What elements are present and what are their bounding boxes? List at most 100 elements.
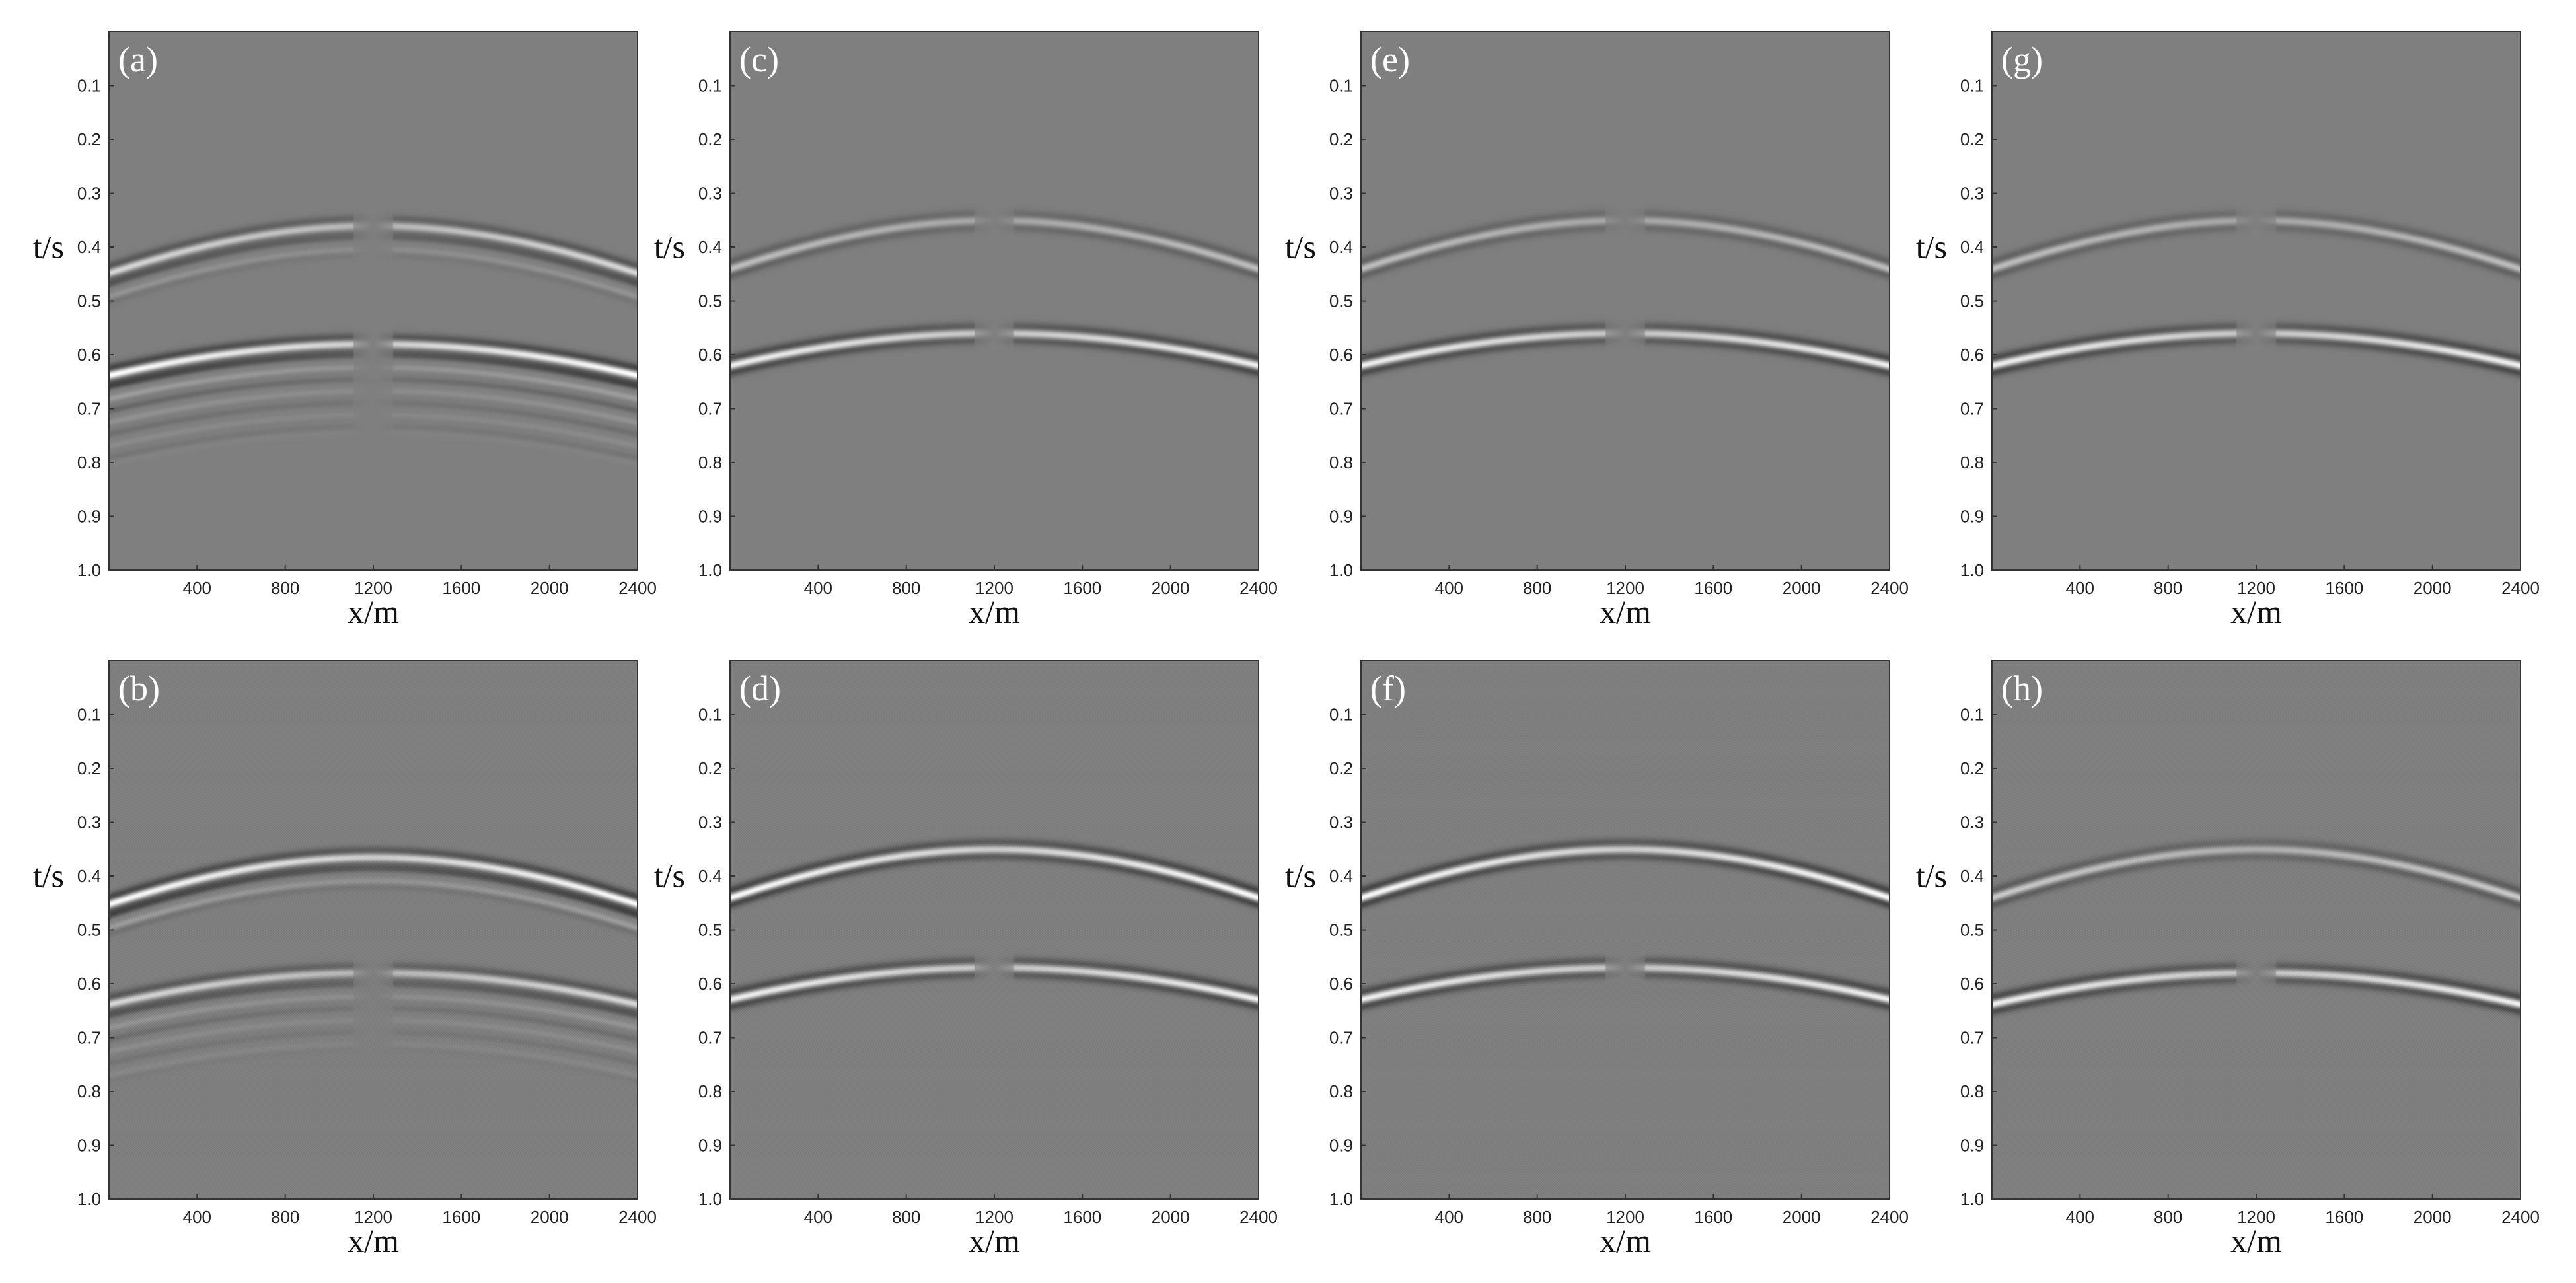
y-tick-label: 0.7 <box>698 399 722 419</box>
seismic-section-image <box>1992 32 2521 570</box>
y-tick-label: 0.4 <box>77 237 101 257</box>
x-tick-label: 1600 <box>1063 1207 1101 1227</box>
y-tick-label: 0.9 <box>77 507 101 527</box>
panel-letter: (e) <box>1370 40 1410 79</box>
y-tick-label: 0.3 <box>698 184 722 203</box>
y-tick-label: 0.5 <box>698 920 722 940</box>
panel-letter: (f) <box>1370 669 1406 708</box>
x-axis-label: x/m <box>2230 1222 2282 1259</box>
y-tick-label: 0.8 <box>1960 1081 1984 1101</box>
y-tick-label: 0.6 <box>698 345 722 365</box>
panel-d: 0.1 0.2 0.3 0.4 0.5 0.6 0.7 0.8 0.9 1.0 400 800 1200… <box>654 660 1278 1259</box>
y-tick-label: 0.6 <box>1960 345 1984 365</box>
y-tick-label: 0.1 <box>698 76 722 96</box>
x-tick-label: 1600 <box>442 1207 480 1227</box>
y-tick-label: 0.8 <box>1329 1081 1353 1101</box>
x-tick-label: 1200 <box>2237 578 2275 598</box>
y-tick-label: 0.7 <box>698 1028 722 1048</box>
x-tick-label: 2000 <box>2413 578 2452 598</box>
x-tick-label: 2000 <box>531 1207 569 1227</box>
y-tick-label: 0.9 <box>1329 1136 1353 1155</box>
x-tick-label: 1600 <box>1694 1207 1732 1227</box>
y-tick-label: 0.5 <box>1329 291 1353 311</box>
panel-letter: (a) <box>118 40 158 79</box>
x-tick-label: 1200 <box>975 1207 1013 1227</box>
x-tick-label: 1600 <box>442 578 480 598</box>
x-tick-label: 800 <box>271 1207 299 1227</box>
y-tick-label: 0.5 <box>1329 920 1353 940</box>
y-tick-label: 0.9 <box>1329 507 1353 527</box>
y-tick-label: 1.0 <box>1960 1189 1984 1209</box>
seismic-section-image <box>730 661 1259 1199</box>
y-tick-label: 0.9 <box>1960 1136 1984 1155</box>
x-tick-label: 800 <box>2154 1207 2182 1227</box>
y-tick-label: 0.1 <box>77 705 101 725</box>
x-tick-label: 400 <box>183 1207 211 1227</box>
y-tick-label: 0.5 <box>77 291 101 311</box>
y-tick-label: 0.4 <box>77 866 101 886</box>
y-tick-label: 1.0 <box>77 1189 101 1209</box>
seismic-section-image <box>1361 32 1890 570</box>
y-tick-label: 0.3 <box>77 184 101 203</box>
y-axis-label: t/s <box>1916 857 1947 894</box>
seismic-section-image <box>730 32 1259 570</box>
y-tick-label: 0.2 <box>1960 758 1984 778</box>
y-tick-label: 0.5 <box>698 291 722 311</box>
x-axis-label: x/m <box>2230 593 2282 630</box>
y-tick-label: 0.7 <box>1329 399 1353 419</box>
y-tick-label: 0.3 <box>1329 184 1353 203</box>
x-tick-label: 2000 <box>1783 1207 1821 1227</box>
y-tick-label: 0.9 <box>77 1136 101 1155</box>
x-tick-label: 800 <box>271 578 299 598</box>
panel-e: 0.1 0.2 0.3 0.4 0.5 0.6 0.7 0.8 0.9 1.0 400 800 1200… <box>1285 31 1909 630</box>
y-tick-label: 0.2 <box>698 129 722 149</box>
y-tick-label: 0.6 <box>77 345 101 365</box>
y-axis-label: t/s <box>654 857 685 894</box>
panel-letter: (b) <box>118 669 160 708</box>
x-tick-label: 1600 <box>2325 1207 2363 1227</box>
x-tick-label: 1200 <box>1606 1207 1644 1227</box>
y-tick-label: 0.7 <box>1960 1028 1984 1048</box>
x-tick-label: 400 <box>2066 1207 2094 1227</box>
x-tick-label: 400 <box>804 578 832 598</box>
x-tick-label: 2400 <box>2501 1207 2540 1227</box>
y-tick-label: 0.1 <box>1329 705 1353 725</box>
seismic-section-image <box>109 32 638 570</box>
y-tick-label: 1.0 <box>1329 1189 1353 1209</box>
panel-b: 0.1 0.2 0.3 0.4 0.5 0.6 0.7 0.8 0.9 1.0 400 800 1200… <box>33 660 657 1259</box>
y-tick-label: 0.7 <box>77 1028 101 1048</box>
y-tick-label: 1.0 <box>1960 560 1984 580</box>
y-tick-label: 0.2 <box>1329 129 1353 149</box>
y-tick-label: 0.4 <box>1960 237 1984 257</box>
x-tick-label: 1200 <box>354 1207 392 1227</box>
x-tick-label: 1600 <box>1694 578 1732 598</box>
panel-c: 0.1 0.2 0.3 0.4 0.5 0.6 0.7 0.8 0.9 1.0 400 800 1200… <box>654 31 1278 630</box>
x-tick-label: 2400 <box>618 1207 657 1227</box>
y-axis-label: t/s <box>1285 857 1316 894</box>
x-tick-label: 2000 <box>2413 1207 2452 1227</box>
panel-g: 0.1 0.2 0.3 0.4 0.5 0.6 0.7 0.8 0.9 1.0 400 800 1200… <box>1916 31 2540 630</box>
x-tick-label: 2400 <box>1870 1207 1909 1227</box>
panel-letter: (h) <box>2001 669 2043 708</box>
y-tick-label: 0.6 <box>77 974 101 994</box>
x-tick-label: 400 <box>2066 578 2094 598</box>
y-tick-label: 0.9 <box>698 507 722 527</box>
y-tick-label: 0.1 <box>77 76 101 96</box>
y-tick-label: 0.5 <box>77 920 101 940</box>
y-tick-label: 0.6 <box>1329 974 1353 994</box>
x-tick-label: 2400 <box>618 578 657 598</box>
x-tick-label: 800 <box>1523 578 1551 598</box>
panel-letter: (c) <box>739 40 779 79</box>
seismic-section-image <box>1361 661 1890 1199</box>
x-tick-label: 2000 <box>1152 1207 1190 1227</box>
x-tick-label: 400 <box>804 1207 832 1227</box>
y-tick-label: 0.3 <box>1329 813 1353 832</box>
y-tick-label: 0.1 <box>698 705 722 725</box>
x-tick-label: 2400 <box>2501 578 2540 598</box>
x-axis-label: x/m <box>1600 593 1651 630</box>
y-tick-label: 0.1 <box>1960 705 1984 725</box>
x-tick-label: 2400 <box>1239 578 1278 598</box>
y-tick-label: 0.2 <box>77 758 101 778</box>
x-tick-label: 2000 <box>1783 578 1821 598</box>
